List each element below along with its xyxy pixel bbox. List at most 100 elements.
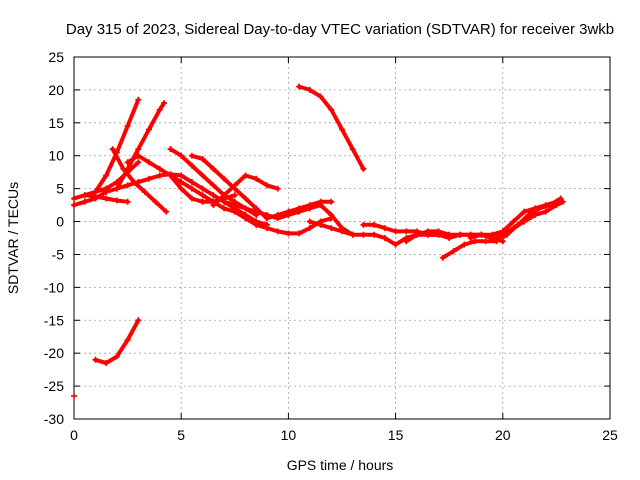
y-tick-label: 0 [56,214,64,230]
data-point [456,231,463,238]
data-point [146,175,153,182]
series-arc-20 [92,317,142,367]
data-point [371,221,378,228]
series-arc-16 [360,198,566,241]
data-point [403,238,410,245]
data-point [360,221,367,228]
y-tick-label: -5 [52,246,65,262]
grid [74,57,610,419]
data-point [146,126,153,133]
y-tick-label: -10 [44,279,64,295]
y-tick-label: -20 [44,345,64,361]
data-point [306,202,313,209]
data-point [135,152,142,159]
data-point [152,198,159,205]
data-point [124,198,131,205]
data-point [156,106,163,113]
series-arc-12 [221,198,356,238]
data-point [296,230,303,237]
data-point [231,202,238,209]
data-point [306,218,313,225]
data-point [103,195,110,202]
data-point [92,356,99,363]
data-point [392,228,399,235]
data-point [188,195,195,202]
data-point [221,192,228,199]
data-point [161,100,168,107]
data-point [557,195,564,202]
data-point [317,221,324,228]
data-point [131,179,138,186]
data-point [446,231,453,238]
y-tick-label: -15 [44,312,64,328]
series-line [189,153,269,221]
data-point [349,146,356,153]
data-point [392,241,399,248]
data-point [135,96,142,103]
data-point [199,192,206,199]
data-point [135,146,142,153]
plot-frame [73,56,611,420]
data-point [339,126,345,133]
series-arc-7 [124,152,335,237]
data-point [285,208,292,215]
data-point [124,123,131,130]
data-point [274,228,281,235]
data-point [231,192,238,199]
data-point [71,202,77,209]
data-point [178,179,185,186]
data-point [113,185,120,192]
data-point [296,205,303,212]
data-point [109,146,116,153]
data-point [81,198,88,205]
data-point [188,185,195,192]
data-point [113,353,120,360]
data-point [178,172,185,179]
data-point [339,228,345,235]
x-tick-label: 15 [388,427,404,443]
y-tick-label: 5 [56,181,64,197]
data-point [328,211,335,218]
data-point [274,211,281,218]
data-point [553,198,560,205]
data-series [71,83,566,399]
y-tick-label: -25 [44,378,64,394]
data-point [253,221,260,228]
series-arc-17 [403,228,453,245]
data-point [306,86,313,93]
data-point [71,195,77,202]
data-point [231,208,238,215]
data-point [371,231,378,238]
y-tick-label: 20 [48,82,64,98]
data-point [328,106,335,113]
series-arc-21 [71,392,77,399]
data-point [253,175,260,182]
data-point [403,228,410,235]
data-point [167,146,174,153]
x-tick-label: 20 [495,427,511,443]
data-point [156,172,163,179]
x-tick-label: 10 [281,427,297,443]
axes-ticks: 0 5 10 15 20 25 -30 -25 -20 -15 -10 -5 0 5 10 15 20 25 [44,49,618,443]
data-point [317,93,324,100]
data-point [504,231,511,238]
data-point [135,317,142,324]
data-point [521,208,528,215]
data-point [559,198,566,205]
data-point [531,205,538,212]
data-point [231,182,238,189]
x-tick-label: 25 [602,427,618,443]
data-point [285,230,292,237]
data-point [478,231,485,238]
data-point [328,225,335,232]
data-point [381,225,388,232]
data-point [514,221,521,228]
data-point [242,172,249,179]
data-point [414,231,421,238]
data-point [210,165,217,172]
data-point [482,238,489,245]
data-point [188,179,195,186]
data-point [103,172,110,179]
data-point [178,152,185,159]
data-point [199,198,206,205]
